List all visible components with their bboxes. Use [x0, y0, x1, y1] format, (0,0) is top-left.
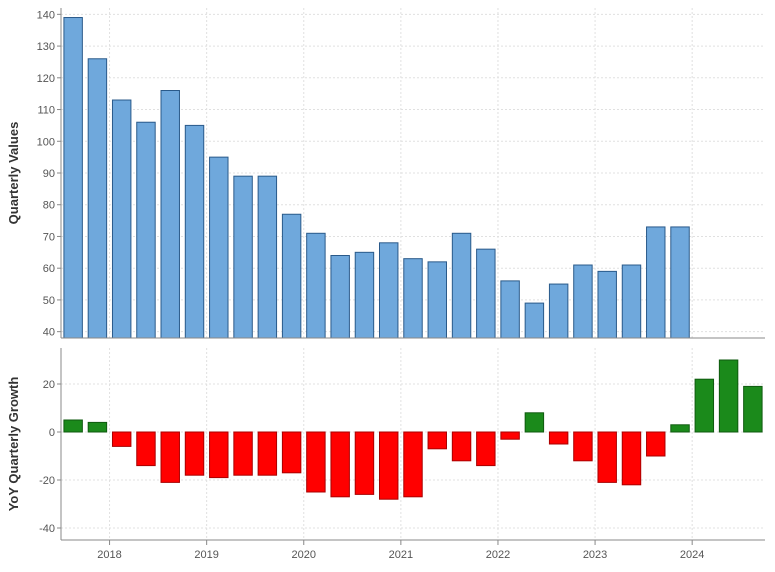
- quarterly-value-bar: [622, 265, 640, 338]
- quarterly-value-bar: [137, 122, 155, 338]
- yoy-growth-bar: [234, 432, 252, 475]
- yoy-growth-bar: [719, 360, 737, 432]
- bottom-ytick-label: -40: [39, 523, 55, 535]
- quarterly-value-bar: [501, 281, 519, 338]
- yoy-growth-bar: [647, 432, 665, 456]
- quarterly-value-bar: [452, 233, 470, 338]
- chart-container: 40 50 60 70 80 90 100 110 120 130 140 Quarterly Val…: [0, 0, 775, 572]
- yoy-growth-bar: [161, 432, 179, 482]
- quarterly-value-bar: [258, 176, 276, 338]
- yoy-growth-bar: [574, 432, 592, 461]
- quarterly-value-bar: [234, 176, 252, 338]
- top-ytick-label: 110: [37, 105, 55, 117]
- quarterly-value-bar: [525, 303, 543, 338]
- x-tick-label: 2020: [292, 549, 316, 561]
- yoy-growth-bar: [622, 432, 640, 485]
- yoy-growth-bar: [695, 379, 713, 432]
- bottom-ytick-label: -20: [39, 475, 55, 487]
- quarterly-value-bar: [161, 91, 179, 339]
- yoy-growth-bar: [525, 413, 543, 432]
- x-tick-label: 2018: [97, 549, 121, 561]
- top-ytick-label: 140: [37, 9, 55, 21]
- bottom-ytick-label: 20: [43, 379, 55, 391]
- yoy-growth-bar: [258, 432, 276, 475]
- top-ytick-label: 50: [43, 295, 55, 307]
- yoy-growth-bar: [404, 432, 422, 497]
- top-ytick-label: 80: [43, 200, 55, 212]
- top-ytick-label: 70: [43, 231, 55, 243]
- yoy-growth-bar: [671, 425, 689, 432]
- quarterly-value-bar: [210, 157, 228, 338]
- quarterly-value-bar: [477, 249, 495, 338]
- yoy-growth-bar: [379, 432, 397, 499]
- quarterly-value-bar: [64, 18, 82, 338]
- top-ytick-label: 120: [37, 73, 55, 85]
- yoy-growth-bar: [210, 432, 228, 478]
- top-ytick-label: 40: [43, 327, 55, 339]
- quarterly-value-bar: [574, 265, 592, 338]
- yoy-growth-bar: [112, 432, 130, 446]
- yoy-growth-bar: [549, 432, 567, 444]
- quarterly-value-bar: [428, 262, 446, 338]
- top-ytick-label: 90: [43, 168, 55, 180]
- quarterly-value-bar: [88, 59, 106, 338]
- quarterly-value-bar: [598, 271, 616, 338]
- quarterly-value-bar: [185, 125, 203, 338]
- yoy-growth-bar: [282, 432, 300, 473]
- chart-svg: 40 50 60 70 80 90 100 110 120 130 140 Quarterly Val…: [0, 0, 775, 572]
- yoy-growth-bar: [598, 432, 616, 482]
- x-tick-label: 2022: [486, 549, 510, 561]
- top-y-axis-label: Quarterly Values: [6, 122, 21, 225]
- quarterly-value-bar: [307, 233, 325, 338]
- quarterly-value-bar: [647, 227, 665, 338]
- yoy-growth-bar: [477, 432, 495, 466]
- yoy-growth-bar: [137, 432, 155, 466]
- yoy-growth-bar: [331, 432, 349, 497]
- x-tick-label: 2024: [680, 549, 704, 561]
- quarterly-value-bar: [404, 259, 422, 338]
- x-tick-label: 2023: [583, 549, 607, 561]
- quarterly-value-bar: [112, 100, 130, 338]
- quarterly-value-bar: [355, 252, 373, 338]
- yoy-growth-bar: [428, 432, 446, 449]
- x-tick-label: 2021: [389, 549, 413, 561]
- quarterly-value-bar: [331, 256, 349, 339]
- yoy-growth-bar: [452, 432, 470, 461]
- yoy-growth-bar: [501, 432, 519, 439]
- yoy-growth-bar: [64, 420, 82, 432]
- yoy-growth-bar: [744, 386, 762, 432]
- yoy-growth-bar: [185, 432, 203, 475]
- bottom-y-axis-label: YoY Quarterly Growth: [6, 377, 21, 512]
- quarterly-value-bar: [282, 214, 300, 338]
- top-ytick-label: 60: [43, 263, 55, 275]
- quarterly-value-bar: [379, 243, 397, 338]
- yoy-growth-bar: [88, 422, 106, 432]
- quarterly-value-bar: [671, 227, 689, 338]
- yoy-growth-bar: [355, 432, 373, 494]
- yoy-growth-bar: [307, 432, 325, 492]
- top-ytick-label: 100: [37, 136, 55, 148]
- bottom-ytick-label: 0: [49, 427, 55, 439]
- top-ytick-label: 130: [37, 41, 55, 53]
- quarterly-value-bar: [549, 284, 567, 338]
- x-tick-label: 2019: [194, 549, 218, 561]
